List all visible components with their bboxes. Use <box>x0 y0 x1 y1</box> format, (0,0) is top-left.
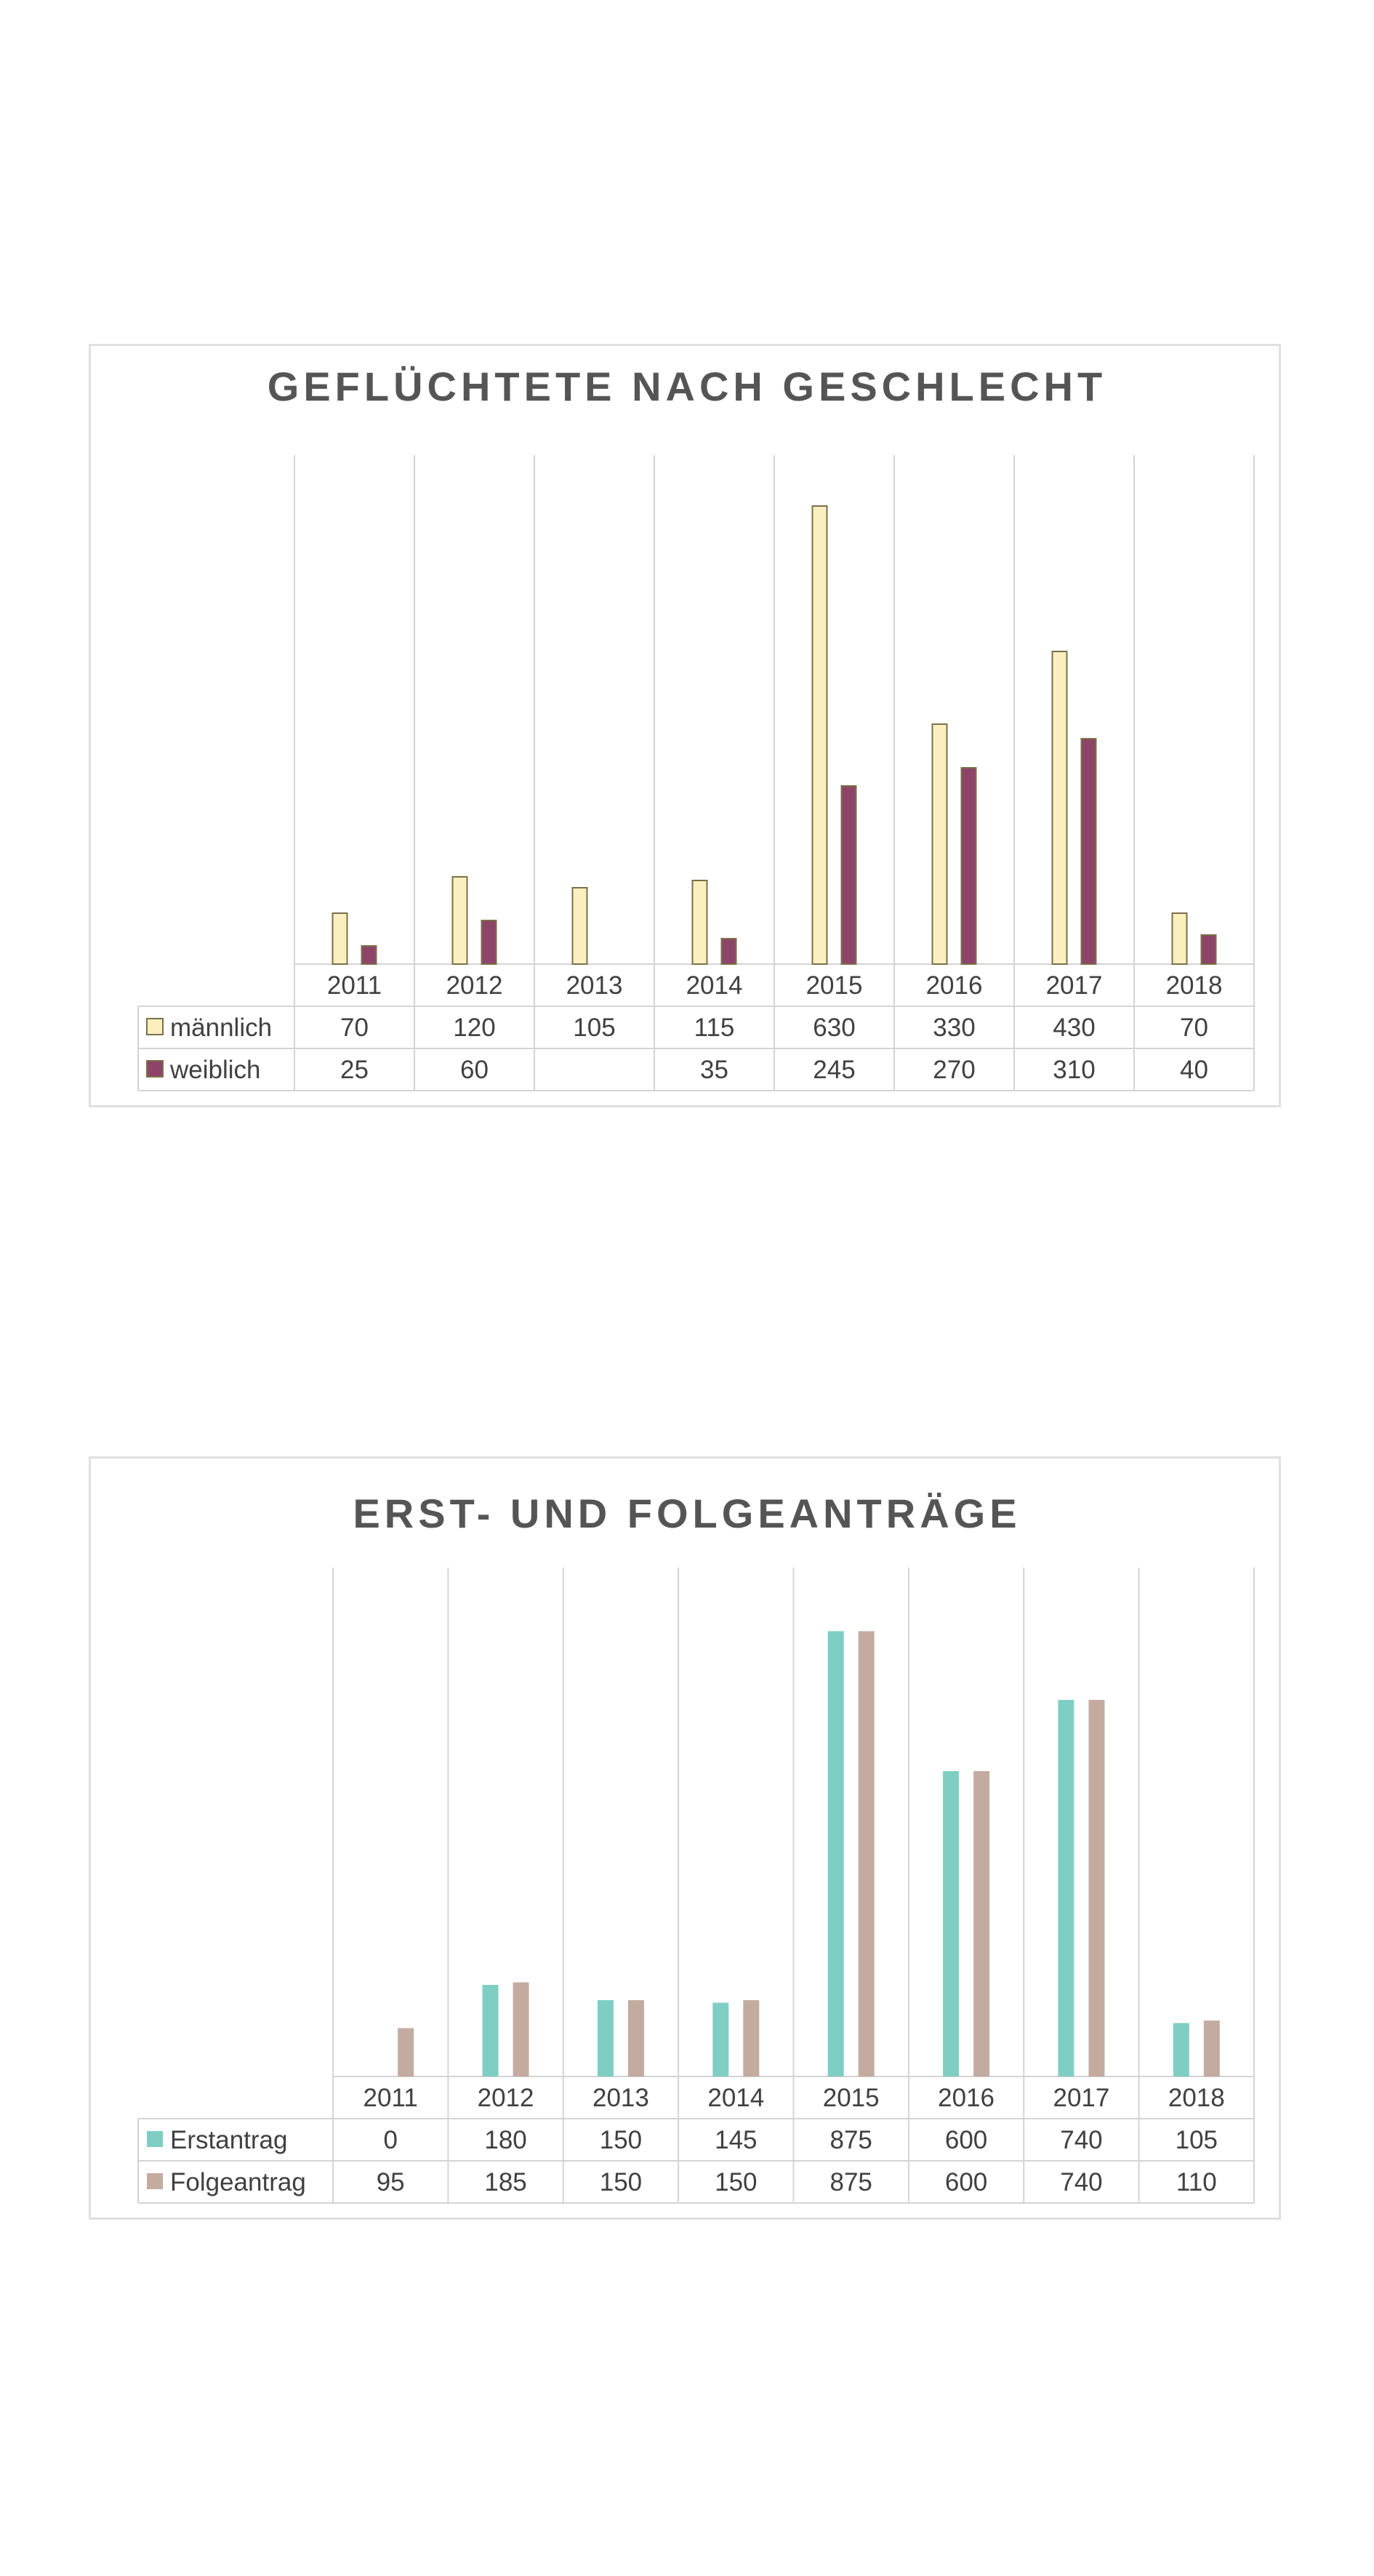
data-label-erstantrag-2018: 105 <box>1176 2126 1218 2154</box>
chart-erst-folgeantraege: ERST- UND FOLGEANTRÄGE 2011 2012 2013 2014 20… <box>89 1456 1281 2220</box>
data-label-erstantrag-2014: 145 <box>715 2126 757 2154</box>
legend-label-weiblich: weiblich <box>169 1056 261 1084</box>
tick-label-2014: 2014 <box>686 971 743 1000</box>
data-label-maennlich-2017: 430 <box>1053 1014 1095 1042</box>
bar-folgeantrag-2013 <box>627 2000 644 2077</box>
tick-label-2016: 2016 <box>938 2084 995 2112</box>
chart-gefluechtete-geschlecht: GEFLÜCHTETE NACH GESCHLECHT 2011 2012 2013 2… <box>89 344 1281 1107</box>
legend-key-weiblich <box>146 1060 164 1078</box>
legend-label-folgeantrag: Folgeantrag <box>170 2168 306 2196</box>
bar-maennlich-2014 <box>691 880 708 965</box>
data-label-maennlich-2011: 70 <box>340 1014 369 1042</box>
tick-label-2013: 2013 <box>592 2084 649 2112</box>
data-label-maennlich-2015: 630 <box>813 1014 855 1042</box>
chart-antraege-svg: ERST- UND FOLGEANTRÄGE 2011 2012 2013 2014 20… <box>137 1490 1255 2204</box>
tick-label-2016: 2016 <box>926 971 983 1000</box>
data-label-weiblich-2015: 245 <box>813 1056 855 1084</box>
bar-folgeantrag-2011 <box>398 2028 414 2077</box>
bar-weiblich-2012 <box>481 920 497 965</box>
bar-erstantrag-2015 <box>827 1631 844 2077</box>
legend-key-erstantrag <box>147 2131 163 2147</box>
bar-erstantrag-2018 <box>1173 2023 1189 2077</box>
data-label-folgeantrag-2014: 150 <box>715 2168 757 2196</box>
bar-maennlich-2018 <box>1171 912 1188 965</box>
bar-weiblich-2016 <box>960 767 977 965</box>
data-label-weiblich-2018: 40 <box>1180 1056 1208 1084</box>
bar-weiblich-2018 <box>1200 934 1217 965</box>
bar-folgeantrag-2012 <box>513 1982 529 2077</box>
data-label-maennlich-2014: 115 <box>694 1014 735 1042</box>
tick-label-2017: 2017 <box>1046 971 1103 1000</box>
data-label-weiblich-2016: 270 <box>933 1056 975 1084</box>
legend-key-maennlich <box>146 1018 164 1035</box>
bar-maennlich-2016 <box>931 723 948 965</box>
tick-label-2011: 2011 <box>363 2084 418 2112</box>
tick-label-2018: 2018 <box>1166 971 1223 1000</box>
tick-label-2011: 2011 <box>327 971 382 1000</box>
bar-maennlich-2012 <box>451 876 468 965</box>
tick-label-2015: 2015 <box>806 971 863 1000</box>
bar-maennlich-2013 <box>571 887 588 965</box>
data-label-folgeantrag-2015: 875 <box>829 2168 872 2196</box>
data-label-maennlich-2016: 330 <box>933 1014 975 1042</box>
data-label-weiblich-2012: 60 <box>460 1056 489 1084</box>
tick-label-2017: 2017 <box>1053 2084 1110 2112</box>
bar-folgeantrag-2017 <box>1088 1700 1105 2077</box>
bar-weiblich-2017 <box>1080 738 1097 965</box>
legend-label-erstantrag: Erstantrag <box>170 2126 287 2154</box>
tick-label-2012: 2012 <box>478 2084 534 2112</box>
data-label-erstantrag-2013: 150 <box>600 2126 642 2154</box>
bar-weiblich-2014 <box>720 938 737 965</box>
bar-erstantrag-2017 <box>1058 1700 1074 2077</box>
data-label-weiblich-2011: 25 <box>340 1056 369 1084</box>
bar-weiblich-2011 <box>361 945 377 965</box>
bar-folgeantrag-2014 <box>743 2000 760 2077</box>
bar-maennlich-2011 <box>332 912 348 965</box>
data-label-folgeantrag-2011: 95 <box>377 2168 405 2196</box>
data-label-weiblich-2017: 310 <box>1053 1056 1095 1084</box>
chart-title: GEFLÜCHTETE NACH GESCHLECHT <box>268 364 1106 409</box>
data-label-folgeantrag-2018: 110 <box>1176 2168 1217 2196</box>
data-label-folgeantrag-2012: 185 <box>484 2168 526 2196</box>
data-label-erstantrag-2011: 0 <box>383 2126 397 2154</box>
tick-label-2013: 2013 <box>566 971 623 1000</box>
chart-gefluechtete-svg: GEFLÜCHTETE NACH GESCHLECHT 2011 2012 2013 2… <box>137 364 1255 1091</box>
bar-folgeantrag-2018 <box>1203 2021 1220 2077</box>
data-label-weiblich-2014: 35 <box>700 1056 728 1084</box>
bar-erstantrag-2012 <box>482 1985 499 2077</box>
bar-weiblich-2015 <box>840 785 857 965</box>
bar-erstantrag-2013 <box>597 2000 614 2077</box>
bar-erstantrag-2014 <box>712 2002 729 2077</box>
tick-label-2012: 2012 <box>446 971 503 1000</box>
tick-label-2015: 2015 <box>823 2084 880 2112</box>
bar-maennlich-2015 <box>811 505 828 965</box>
bar-folgeantrag-2016 <box>973 1771 990 2077</box>
tick-label-2018: 2018 <box>1168 2084 1225 2112</box>
data-label-folgeantrag-2017: 740 <box>1060 2168 1102 2196</box>
chart-title: ERST- UND FOLGEANTRÄGE <box>353 1490 1021 1536</box>
legend-label-maennlich: männlich <box>170 1014 272 1042</box>
data-label-erstantrag-2016: 600 <box>945 2126 987 2154</box>
data-label-maennlich-2013: 105 <box>573 1014 615 1042</box>
data-label-erstantrag-2012: 180 <box>484 2126 526 2154</box>
bar-folgeantrag-2015 <box>858 1631 875 2077</box>
data-label-maennlich-2018: 70 <box>1180 1014 1208 1042</box>
data-label-erstantrag-2017: 740 <box>1060 2126 1102 2154</box>
legend-key-folgeantrag <box>147 2173 163 2189</box>
data-label-erstantrag-2015: 875 <box>829 2126 872 2154</box>
data-label-folgeantrag-2016: 600 <box>945 2168 987 2196</box>
data-label-maennlich-2012: 120 <box>453 1014 495 1042</box>
tick-label-2014: 2014 <box>707 2084 764 2112</box>
data-label-folgeantrag-2013: 150 <box>600 2168 642 2196</box>
bar-maennlich-2017 <box>1051 651 1068 965</box>
bar-erstantrag-2016 <box>943 1771 960 2077</box>
